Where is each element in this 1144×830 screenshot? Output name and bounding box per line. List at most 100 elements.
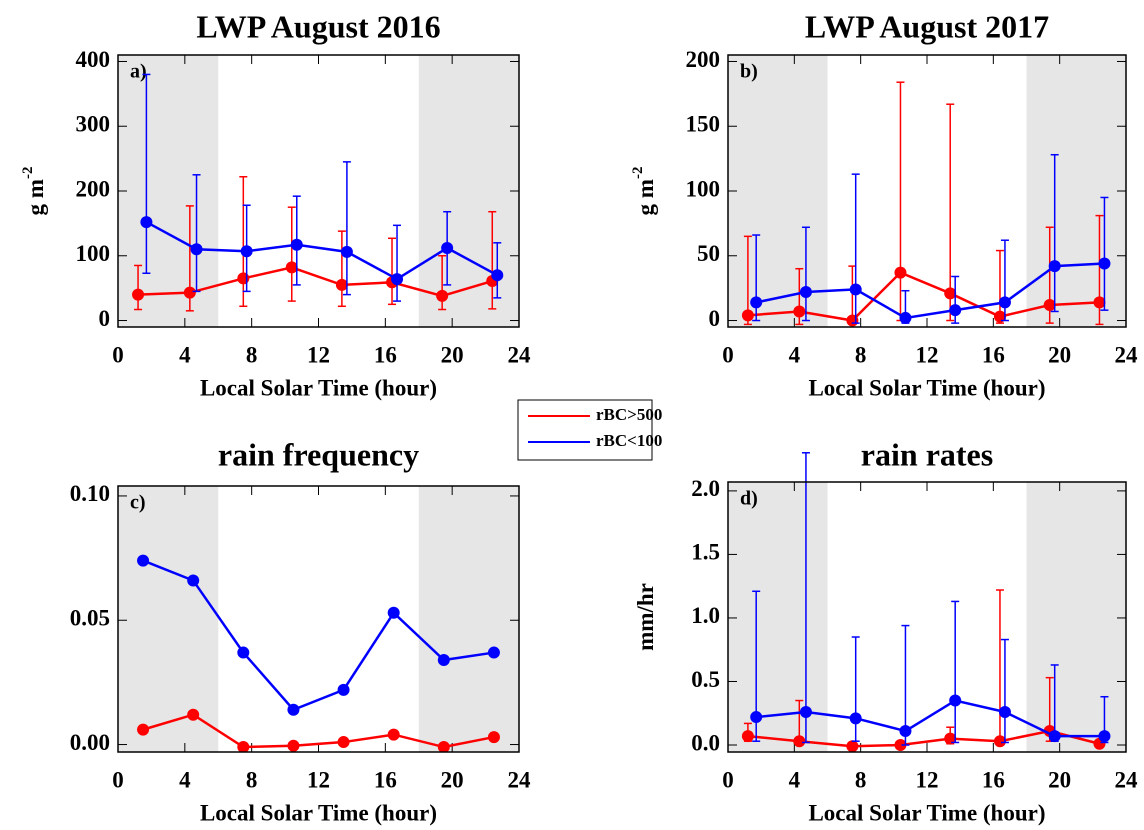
y-axis-label-sup: -2 (20, 167, 36, 180)
error-bar (901, 624, 910, 746)
y-axis-label: mm/hr (633, 583, 658, 651)
point (437, 741, 450, 752)
x-tick-label: 20 (1048, 342, 1071, 367)
error-bar (242, 204, 251, 293)
x-tick-label: 16 (982, 767, 1005, 792)
error-bar (1050, 153, 1059, 313)
error-bar (851, 173, 860, 324)
error-bar (438, 255, 447, 311)
series (137, 708, 500, 752)
x-tick-label: 12 (916, 342, 939, 367)
panel-label: a) (130, 61, 147, 83)
point (337, 736, 350, 749)
x-axis-label: Local Solar Time (hour) (808, 800, 1045, 825)
y-tick-label: 300 (76, 112, 111, 137)
series-line (755, 262, 1105, 320)
error-bar (951, 600, 960, 744)
x-tick-label: 4 (179, 767, 191, 792)
error-bar (185, 205, 194, 312)
error-bar (239, 176, 248, 308)
error-bar (342, 161, 351, 296)
y-tick-label: 0.05 (70, 606, 110, 631)
error-bar (1100, 196, 1109, 311)
x-tick-label: 12 (307, 767, 330, 792)
error-bar (1050, 664, 1059, 742)
series-line (145, 220, 498, 281)
error-bar (1100, 695, 1109, 744)
error-bar (743, 722, 752, 742)
error-bar (995, 249, 1004, 324)
x-tick-label: 24 (508, 767, 532, 792)
y-tick-label: 0.0 (691, 730, 720, 755)
series-line (747, 271, 1100, 322)
series (140, 216, 504, 286)
plot-frame (727, 54, 1127, 328)
error-bar (801, 226, 810, 322)
error-bar (192, 174, 201, 293)
shade (118, 486, 219, 752)
point (487, 731, 500, 744)
point (137, 723, 150, 736)
error-bar (901, 289, 910, 324)
plot-frame (727, 481, 1127, 753)
panel-label: b) (740, 61, 758, 83)
error-bar (1000, 239, 1009, 322)
y-tick-label: 50 (697, 241, 720, 266)
panel: LWP August 2017 b) Local Solar Time (hour)… (630, 8, 1138, 400)
point (387, 728, 400, 741)
x-axis-label: Local Solar Time (hour) (808, 375, 1045, 400)
y-tick-label: 1.0 (691, 603, 720, 628)
x-tick-label: 0 (112, 342, 124, 367)
point (137, 554, 150, 567)
error-bar (743, 235, 752, 326)
x-tick-label: 0 (722, 767, 734, 792)
point (187, 708, 200, 721)
error-bar (388, 237, 397, 306)
error-bar (287, 206, 296, 302)
x-tick-label: 20 (441, 767, 464, 792)
point (287, 739, 300, 752)
y-tick-label: 0 (709, 306, 721, 331)
x-axis-label: Local Solar Time (hour) (200, 800, 437, 825)
panel-label: d) (740, 488, 758, 510)
x-tick-label: 24 (508, 342, 532, 367)
shade (418, 486, 519, 752)
error-bar (752, 234, 761, 322)
error-bar (292, 195, 301, 286)
error-bar (142, 73, 151, 274)
error-bar (951, 275, 960, 324)
y-tick-label: 400 (76, 47, 111, 72)
y-tick-label: 0.10 (70, 481, 110, 506)
shade (1026, 55, 1126, 327)
plot-frame (117, 485, 520, 753)
y-tick-label: 200 (76, 176, 111, 201)
point (237, 741, 250, 752)
error-bar (1045, 226, 1054, 324)
x-tick-label: 0 (112, 767, 124, 792)
error-bar (1000, 638, 1009, 744)
point (237, 646, 250, 659)
error-bar (493, 242, 502, 299)
panel: rain rates d) Local Solar Time (hour) mm/hr… (633, 436, 1138, 825)
y-tick-label: 100 (686, 176, 721, 201)
x-tick-label: 20 (1048, 767, 1071, 792)
point (387, 606, 400, 619)
error-bar (946, 726, 955, 745)
error-bar (801, 452, 810, 744)
x-tick-label: 24 (1115, 767, 1139, 792)
panel: rain frequency c) Local Solar Time (hour) 0… (70, 436, 531, 825)
y-tick-label: 0.5 (691, 667, 720, 692)
error-bar (896, 741, 905, 748)
y-axis-label: g m-2 (20, 167, 48, 216)
x-tick-label: 12 (307, 342, 330, 367)
y-tick-label: 0 (99, 306, 111, 331)
legend-label: rBC<100 (596, 431, 662, 450)
series (137, 554, 500, 716)
shade (728, 55, 828, 327)
y-tick-label: 2.0 (691, 476, 720, 501)
y-axis-label-text: g m (633, 179, 658, 215)
x-tick-label: 8 (246, 342, 258, 367)
x-tick-label: 8 (246, 767, 258, 792)
